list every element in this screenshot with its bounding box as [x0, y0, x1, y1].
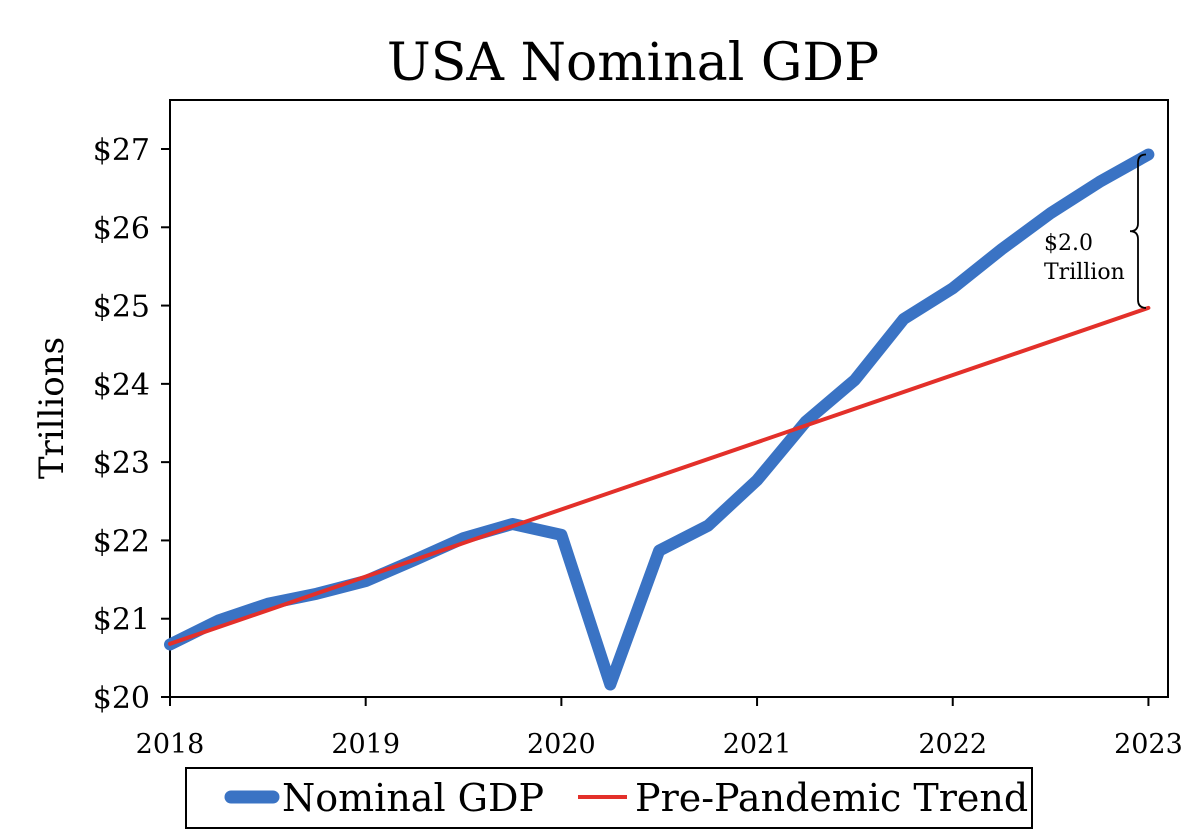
x-tick-label: 2020 — [527, 729, 596, 760]
y-axis: $20 $21 $22 $23 $24 $25 $26 $27 — [93, 133, 170, 716]
legend-label-pre-pandemic-trend: Pre-Pandemic Trend — [635, 776, 1028, 820]
y-axis-label: Trillions — [32, 337, 72, 479]
y-tick-label: $25 — [93, 290, 150, 325]
y-tick-label: $24 — [93, 368, 150, 403]
gap-brace — [1129, 153, 1147, 309]
x-tick-label: 2019 — [331, 729, 400, 760]
chart-title: USA Nominal GDP — [387, 33, 879, 93]
x-tick-label: 2023 — [1114, 729, 1183, 760]
gap-annotation-value: $2.0 — [1044, 231, 1093, 256]
legend-label-nominal-gdp: Nominal GDP — [282, 776, 544, 820]
y-tick-label: $20 — [93, 681, 150, 716]
plot-area-border — [169, 99, 1169, 698]
y-tick-label: $22 — [93, 524, 150, 559]
y-tick-label: $23 — [93, 446, 150, 481]
legend: Nominal GDP Pre-Pandemic Trend — [185, 767, 1033, 829]
x-tick-label: 2022 — [918, 729, 987, 760]
x-axis: 2018 2019 2020 2021 2022 2023 — [136, 697, 1183, 760]
series-layer — [164, 148, 1155, 691]
gap-annotation-unit: Trillion — [1044, 260, 1125, 285]
series-line-pre-pandemic-trend — [168, 305, 1151, 646]
gap-annotation: $2.0 Trillion — [1044, 153, 1147, 309]
y-tick-label: $21 — [93, 603, 150, 638]
x-tick-label: 2021 — [723, 729, 792, 760]
x-tick-label: 2018 — [136, 729, 205, 760]
y-tick-label: $26 — [93, 211, 150, 246]
y-tick-label: $27 — [93, 133, 150, 168]
